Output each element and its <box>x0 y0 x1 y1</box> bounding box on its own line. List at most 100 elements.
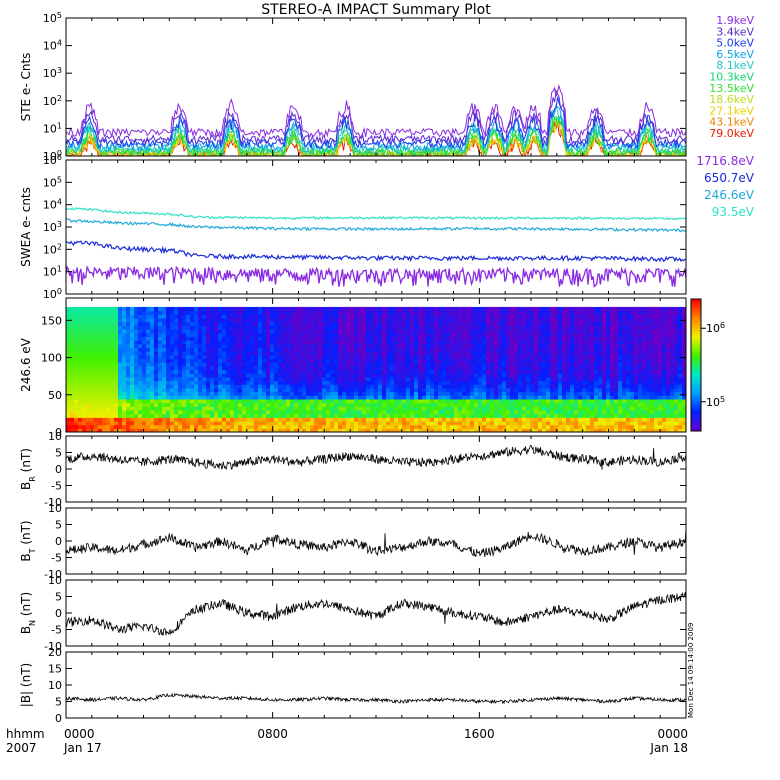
heatmap-cell <box>486 306 491 312</box>
heatmap-cell <box>306 406 311 411</box>
heatmap-cell <box>118 384 123 389</box>
heatmap-cell <box>606 420 611 426</box>
heatmap-cell <box>626 310 631 315</box>
heatmap-cell <box>518 406 523 411</box>
heatmap-cell <box>606 336 611 341</box>
heatmap-cell <box>410 310 415 315</box>
heatmap-cell <box>286 369 291 374</box>
heatmap-cell <box>174 354 179 360</box>
heatmap-cell <box>182 387 187 393</box>
heatmap-cell <box>614 395 619 400</box>
heatmap-cell <box>138 428 143 432</box>
heatmap-cell <box>198 351 203 356</box>
heatmap-cell <box>334 413 339 418</box>
heatmap-cell <box>146 395 151 400</box>
heatmap-cell <box>602 420 607 426</box>
heatmap-cell <box>506 398 511 404</box>
heatmap-cell <box>510 317 515 323</box>
heatmap-cell <box>482 332 487 337</box>
heatmap-cell <box>594 365 599 371</box>
heatmap-cell <box>66 365 71 371</box>
heatmap-cell <box>594 317 599 323</box>
heatmap-cell <box>242 391 247 396</box>
heatmap-cell <box>354 391 359 396</box>
heatmap-cell <box>442 384 447 389</box>
heatmap-cell <box>82 310 87 315</box>
heatmap-cell <box>310 321 315 326</box>
heatmap-cell <box>186 424 191 429</box>
heatmap-cell <box>138 354 143 360</box>
heatmap-cell <box>478 380 483 385</box>
heatmap-cell <box>66 420 71 426</box>
heatmap-cell <box>290 332 295 337</box>
heatmap-cell <box>506 317 511 323</box>
heatmap-cell <box>454 329 459 334</box>
heatmap-cell <box>522 380 527 385</box>
heatmap-cell <box>302 351 307 356</box>
heatmap-cell <box>198 329 203 334</box>
heatmap-cell <box>586 387 591 393</box>
heatmap-cell <box>218 380 223 385</box>
heatmap-cell <box>182 347 187 352</box>
heatmap-cell <box>374 325 379 330</box>
heatmap-cell <box>554 380 559 385</box>
heatmap-cell <box>150 417 155 422</box>
heatmap-cell <box>614 417 619 422</box>
heatmap-cell <box>222 317 227 323</box>
heatmap-cell <box>138 351 143 356</box>
heatmap-cell <box>498 398 503 404</box>
heatmap-cell <box>342 351 347 356</box>
heatmap-cell <box>370 317 375 323</box>
heatmap-cell <box>310 384 315 389</box>
heatmap-cell <box>70 398 75 404</box>
heatmap-cell <box>230 409 235 415</box>
heatmap-cell <box>618 340 623 345</box>
heatmap-cell <box>334 358 339 363</box>
heatmap-cell <box>354 395 359 400</box>
heatmap-cell <box>234 362 239 367</box>
heatmap-cell <box>102 380 107 385</box>
heatmap-cell <box>366 395 371 400</box>
heatmap-cell <box>550 354 555 360</box>
heatmap-cell <box>150 310 155 315</box>
heatmap-cell <box>222 424 227 429</box>
heatmap-cell <box>350 369 355 374</box>
heatmap-cell <box>74 314 79 319</box>
heatmap-cell <box>322 351 327 356</box>
heatmap-cell <box>390 317 395 323</box>
heatmap-cell <box>70 336 75 341</box>
heatmap-cell <box>458 362 463 367</box>
heatmap-cell <box>582 325 587 330</box>
heatmap-cell <box>270 384 275 389</box>
heatmap-cell <box>454 336 459 341</box>
heatmap-cell <box>370 376 375 382</box>
heatmap-cell <box>134 424 139 429</box>
heatmap-cell <box>366 391 371 396</box>
heatmap-cell <box>242 314 247 319</box>
heatmap-cell <box>346 314 351 319</box>
heatmap-cell <box>606 365 611 371</box>
heatmap-cell <box>286 329 291 334</box>
heatmap-cell <box>150 413 155 418</box>
heatmap-cell <box>130 314 135 319</box>
heatmap-cell <box>122 306 127 312</box>
heatmap-cell <box>522 332 527 337</box>
heatmap-cell <box>194 343 199 348</box>
heatmap-cell <box>622 329 627 334</box>
heatmap-cell <box>450 358 455 363</box>
heatmap-cell <box>610 332 615 337</box>
heatmap-cell <box>98 354 103 360</box>
heatmap-cell <box>334 384 339 389</box>
heatmap-cell <box>390 329 395 334</box>
heatmap-cell <box>234 343 239 348</box>
heatmap-cell <box>558 417 563 422</box>
heatmap-cell <box>290 362 295 367</box>
heatmap-cell <box>458 369 463 374</box>
heatmap-cell <box>478 402 483 407</box>
heatmap-cell <box>478 325 483 330</box>
heatmap-cell <box>150 340 155 345</box>
heatmap-cell <box>186 376 191 382</box>
heatmap-cell <box>514 310 519 315</box>
heatmap-cell <box>470 354 475 360</box>
heatmap-cell <box>114 336 119 341</box>
